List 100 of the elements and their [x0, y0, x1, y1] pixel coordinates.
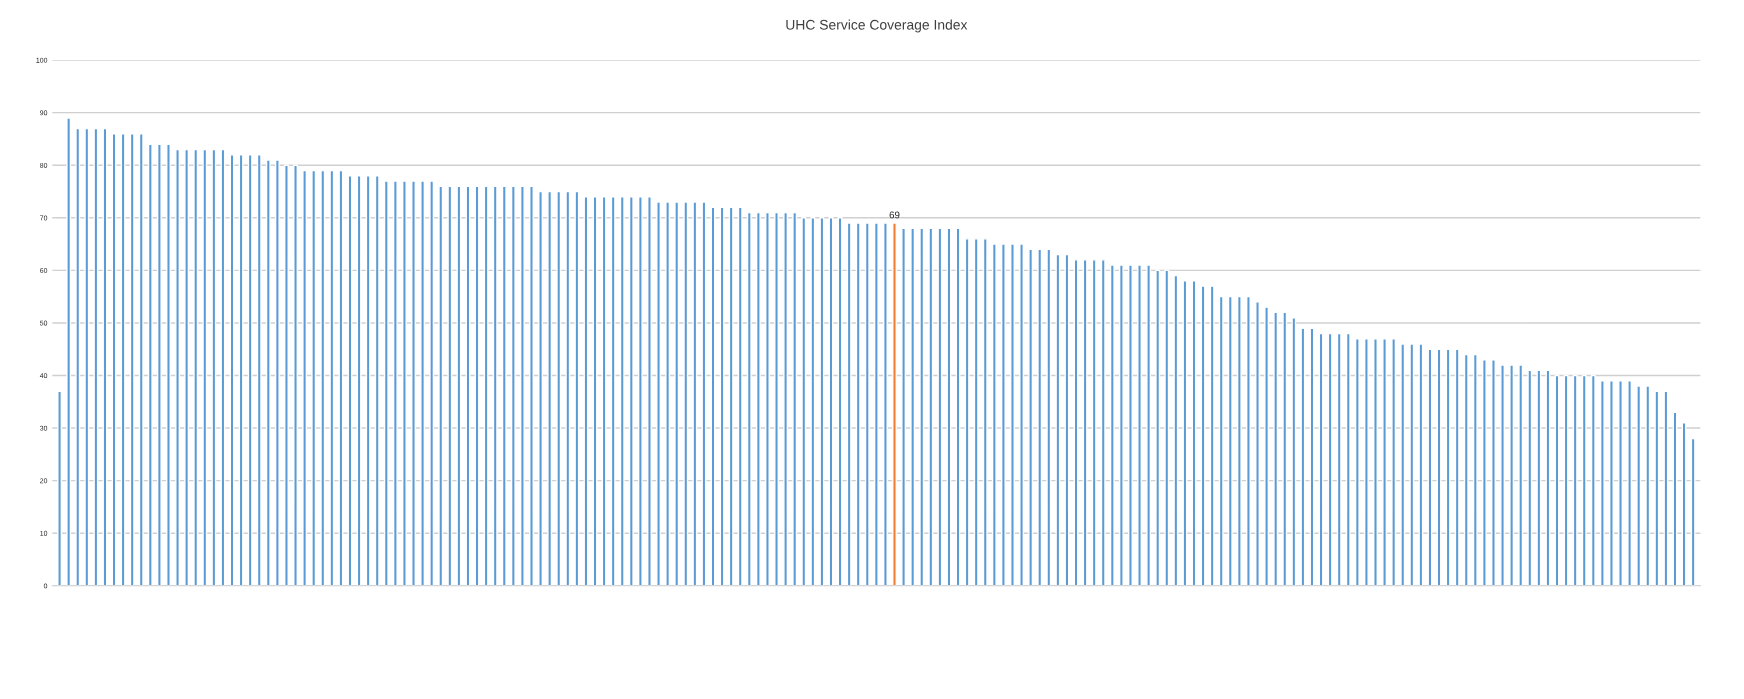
bar: [1491, 359, 1496, 586]
bar: [1645, 385, 1651, 586]
bar: [1000, 243, 1006, 586]
bar: [1055, 253, 1061, 586]
bar: [1091, 259, 1097, 586]
bar: [1354, 338, 1360, 586]
bar: [964, 238, 970, 586]
bar: [846, 222, 852, 586]
bar: [1164, 269, 1170, 586]
bar: [1236, 295, 1242, 586]
bar: [1418, 343, 1424, 586]
bar: [1291, 316, 1297, 586]
bar: [1373, 338, 1378, 586]
bar: [1382, 338, 1387, 586]
bar: [456, 185, 462, 586]
bar: [1173, 274, 1179, 586]
bar: [1599, 380, 1605, 586]
bar: [438, 185, 444, 586]
bar: [1273, 311, 1279, 586]
bar: [1481, 359, 1487, 586]
bar: [774, 211, 779, 586]
bar: [374, 175, 380, 586]
bar: [1654, 390, 1660, 586]
bar: [175, 148, 180, 586]
bar: [1391, 338, 1397, 586]
bar: [383, 180, 389, 586]
bar: [293, 164, 298, 586]
bar: [1409, 343, 1415, 586]
bar: [147, 143, 153, 586]
bar: [683, 201, 689, 586]
bar: [1246, 295, 1251, 586]
bar: [1128, 264, 1133, 586]
bar: [1400, 343, 1406, 586]
bar: [610, 196, 616, 586]
bar: [901, 227, 907, 586]
bar: [765, 211, 770, 586]
bar: [1472, 353, 1478, 586]
data-label: 69: [889, 211, 900, 219]
bar: [801, 217, 807, 586]
bar: [1663, 390, 1669, 586]
bar: [755, 211, 761, 586]
bar: [75, 127, 81, 586]
bar: [1209, 285, 1215, 586]
bar: [529, 185, 534, 586]
bar: [873, 222, 879, 586]
bar: [265, 159, 271, 586]
bar: [810, 217, 816, 586]
bar: [892, 222, 897, 586]
bar: [1527, 369, 1533, 586]
bar: [184, 148, 190, 586]
bar: [1509, 364, 1515, 586]
bar: [1445, 348, 1451, 586]
bar: [1690, 437, 1696, 586]
bar: [501, 185, 507, 586]
bar: [411, 180, 416, 586]
bar: [129, 133, 135, 586]
bar: [1264, 306, 1270, 586]
bar: [1590, 374, 1596, 586]
bar: [819, 217, 825, 586]
bar: [628, 196, 634, 586]
bar: [556, 190, 562, 586]
bar: [928, 227, 934, 586]
bar: [447, 185, 453, 586]
bar: [674, 201, 680, 586]
bar: [1627, 380, 1633, 586]
bar: [1581, 374, 1587, 586]
bar: [728, 206, 734, 586]
bar: [1118, 264, 1124, 586]
bar: [937, 227, 943, 586]
bar: [66, 117, 72, 586]
bar: [120, 133, 126, 586]
bar: [211, 148, 217, 586]
bar: [538, 190, 543, 586]
bar: [910, 227, 916, 586]
bar: [1336, 332, 1342, 586]
bar: [57, 390, 62, 586]
bar: [156, 143, 162, 586]
bar: [574, 190, 580, 586]
bar: [601, 196, 607, 586]
bar: [1609, 380, 1614, 586]
bar: [329, 169, 335, 586]
bar: [656, 201, 661, 586]
bar: [883, 222, 888, 586]
bar: [274, 159, 280, 586]
bar: [1345, 332, 1351, 586]
bar: [1618, 380, 1623, 586]
bar: [1046, 248, 1052, 586]
bar: [855, 222, 861, 586]
bar: [138, 133, 144, 586]
bar: [392, 180, 398, 586]
bar: [193, 148, 199, 586]
bar: [783, 211, 789, 586]
bar: [692, 201, 698, 586]
bar: [311, 169, 317, 586]
bar: [202, 148, 208, 586]
bar: [492, 185, 498, 586]
bar: [1227, 295, 1233, 586]
bar: [84, 127, 90, 586]
bar: [547, 190, 553, 586]
bar: [637, 196, 643, 586]
